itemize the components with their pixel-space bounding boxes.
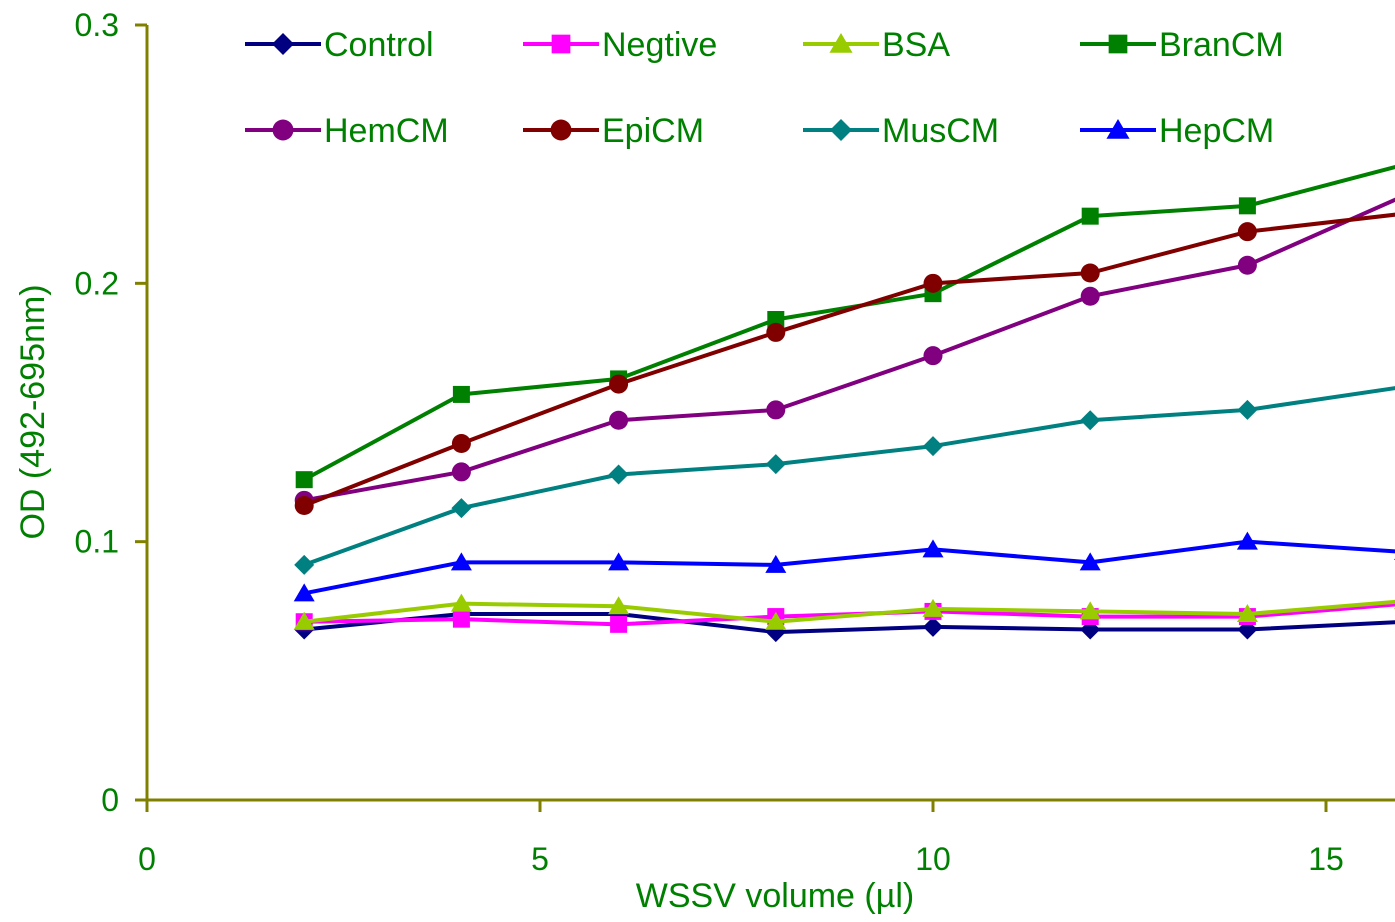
data-point-epicm (609, 375, 628, 394)
data-point-hemcm (924, 346, 943, 365)
data-point-muscm (609, 465, 629, 485)
x-tick-label: 5 (531, 841, 549, 877)
legend-item-control: Control (245, 26, 434, 64)
data-point-muscm (766, 454, 786, 474)
data-point-muscm (294, 555, 314, 575)
data-point-epicm (1238, 222, 1257, 241)
data-point-hemcm (1081, 287, 1100, 306)
x-tick-label: 15 (1308, 841, 1344, 877)
data-point-epicm (295, 496, 314, 515)
data-point-muscm (1080, 410, 1100, 430)
data-point-brancm (1239, 197, 1256, 214)
y-tick-label: 0.1 (75, 524, 119, 560)
legend-label-control: Control (324, 26, 434, 64)
y-tick-label: 0.2 (75, 265, 119, 301)
legend-label-brancm: BranCM (1159, 26, 1284, 64)
data-point-hemcm (452, 462, 471, 481)
y-tick-label: 0 (101, 782, 119, 818)
data-point-epicm (924, 274, 943, 293)
data-point-epicm (1081, 264, 1100, 283)
legend-item-bsa: BSA (803, 26, 950, 64)
legend-label-hepcm: HepCM (1159, 112, 1274, 150)
y-tick-label: 0.3 (75, 7, 119, 43)
data-point-muscm (1237, 400, 1257, 420)
legend-marker-brancm (1109, 35, 1128, 54)
data-point-hemcm (609, 411, 628, 430)
data-point-epicm (452, 434, 471, 453)
data-point-negtive (453, 611, 470, 628)
series-layer (294, 156, 1395, 642)
legend-marker-muscm (830, 119, 852, 141)
y-axis-title: OD (492-695nm) (14, 284, 52, 539)
data-point-hemcm (766, 400, 785, 419)
legend-item-hepcm: HepCM (1080, 112, 1274, 150)
data-point-muscm (923, 436, 943, 456)
series-line-epicm (304, 214, 1395, 506)
x-axis-title: WSSV volume (µl) (636, 877, 914, 915)
legend-marker-epicm (551, 120, 572, 141)
legend-label-negtive: Negtive (602, 26, 717, 64)
legend-label-hemcm: HemCM (324, 112, 449, 150)
data-point-brancm (1082, 208, 1099, 225)
legend-label-muscm: MusCM (882, 112, 999, 150)
legend-item-negtive: Negtive (523, 26, 717, 64)
legend-marker-hemcm (273, 120, 294, 141)
x-tick-label: 10 (915, 841, 951, 877)
data-point-epicm (766, 323, 785, 342)
legend-item-brancm: BranCM (1080, 26, 1284, 64)
data-point-brancm (453, 386, 470, 403)
legend-item-hemcm: HemCM (245, 112, 449, 150)
legend: Control Negtive BSA BranCM HemCM EpiCM MusCM He… (245, 26, 1284, 150)
legend-label-bsa: BSA (882, 26, 950, 64)
data-point-negtive (610, 616, 627, 633)
legend-marker-negtive (552, 35, 571, 54)
series-hepcm (294, 532, 1395, 602)
x-tick-label: 0 (138, 841, 156, 877)
tick-labels: 0 0.1 0.2 0.3 0 5 10 15 (75, 7, 1344, 877)
series-line-brancm (304, 165, 1395, 480)
data-point-hemcm (1238, 256, 1257, 275)
data-point-muscm (451, 498, 471, 518)
legend-item-muscm: MusCM (803, 112, 999, 150)
legend-label-epicm: EpiCM (602, 112, 704, 150)
legend-item-epicm: EpiCM (523, 112, 704, 150)
legend-marker-control (272, 33, 294, 55)
data-point-brancm (296, 471, 313, 488)
